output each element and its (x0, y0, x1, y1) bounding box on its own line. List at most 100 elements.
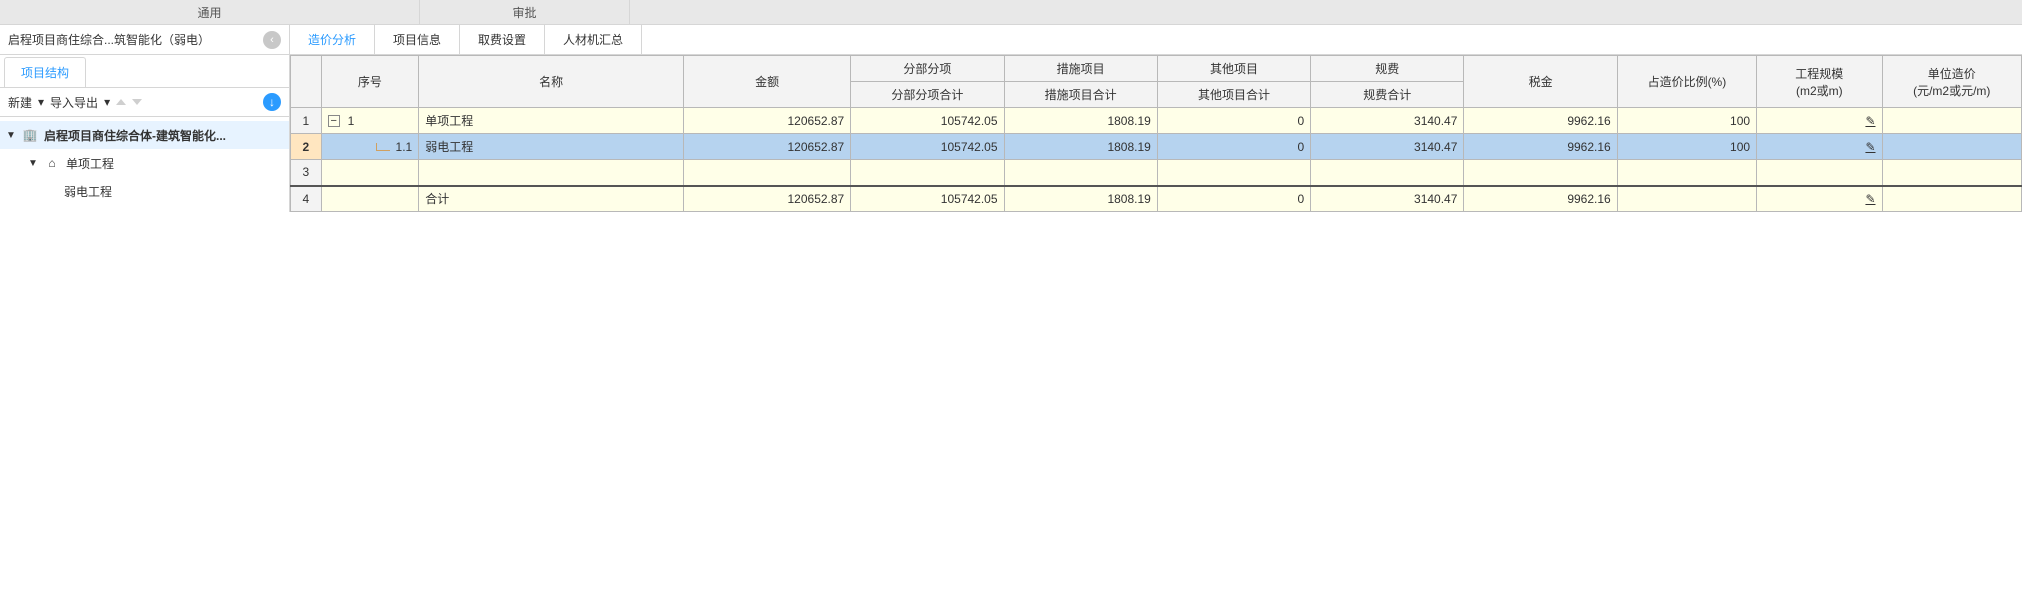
table-row[interactable]: 21.1弱电工程120652.87105742.051808.1903140.4… (291, 134, 2022, 160)
edit-icon[interactable]: ✎ (1865, 140, 1875, 154)
second-row: 启程项目商住综合...筑智能化（弱电） ‹ 造价分析 项目信息 取费设置 人材机… (0, 25, 2022, 55)
table-row[interactable]: 4合计120652.87105742.051808.1903140.479962… (291, 186, 2022, 212)
header-amount: 金额 (684, 56, 851, 108)
cell-other: 0 (1157, 186, 1310, 212)
tree-toggle-icon[interactable]: ▼ (6, 130, 16, 141)
cell-fees: 3140.47 (1311, 186, 1464, 212)
cell-unit (1882, 160, 2022, 186)
header-section-sum: 分部分项合计 (851, 82, 1004, 108)
cell-other: 0 (1157, 108, 1310, 134)
cell-scale (1757, 160, 1882, 186)
cell-serial (321, 160, 419, 186)
header-serial: 序号 (321, 56, 419, 108)
cell-ratio (1617, 160, 1756, 186)
cell-amount (684, 160, 851, 186)
tab-fee-settings[interactable]: 取费设置 (460, 25, 545, 54)
cell-serial: 1.1 (321, 134, 419, 160)
header-tax: 税金 (1464, 56, 1617, 108)
new-button[interactable]: 新建 (8, 94, 32, 111)
cell-measure: 1808.19 (1004, 134, 1157, 160)
header-other-sum: 其他项目合计 (1157, 82, 1310, 108)
tree-label: 启程项目商住综合体-建筑智能化... (44, 127, 226, 144)
header-measure: 措施项目 (1004, 56, 1157, 82)
cell-unit (1882, 108, 2022, 134)
breadcrumb: 启程项目商住综合...筑智能化（弱电） ‹ (0, 25, 290, 54)
dropdown-icon[interactable]: ▾ (104, 95, 110, 109)
header-fees-sum: 规费合计 (1311, 82, 1464, 108)
dropdown-icon[interactable]: ▾ (38, 95, 44, 109)
sidebar-tabs: 项目结构 (0, 55, 289, 87)
tab-price-analysis[interactable]: 造价分析 (290, 25, 375, 54)
cell-ratio (1617, 186, 1756, 212)
project-tree: ▼ 🏢 启程项目商住综合体-建筑智能化... ▼ ⌂ 单项工程 弱电工程 (0, 117, 289, 209)
cell-amount: 120652.87 (684, 108, 851, 134)
cell-tax: 9962.16 (1464, 134, 1617, 160)
edit-icon[interactable]: ✎ (1865, 192, 1875, 206)
cell-unit (1882, 134, 2022, 160)
tab-resource-summary[interactable]: 人材机汇总 (545, 25, 642, 54)
row-number: 2 (291, 134, 322, 160)
cell-scale: ✎ (1757, 186, 1882, 212)
row-number: 1 (291, 108, 322, 134)
row-number: 4 (291, 186, 322, 212)
table-header: 序号 名称 金额 分部分项 措施项目 其他项目 规费 税金 占造价比例(%) 工… (291, 56, 2022, 108)
cell-tax: 9962.16 (1464, 108, 1617, 134)
cell-fees (1311, 160, 1464, 186)
cell-serial (321, 186, 419, 212)
table-row[interactable]: 3 (291, 160, 2022, 186)
header-unit: 单位造价 (元/m2或元/m) (1882, 56, 2022, 108)
table-body: 1−1单项工程120652.87105742.051808.1903140.47… (291, 108, 2022, 212)
sidebar-tab-structure[interactable]: 项目结构 (4, 57, 86, 87)
tree-root[interactable]: ▼ 🏢 启程项目商住综合体-建筑智能化... (0, 121, 289, 149)
header-measure-sum: 措施项目合计 (1004, 82, 1157, 108)
cell-other: 0 (1157, 134, 1310, 160)
sidebar-toolbar: 新建 ▾ 导入导出 ▾ ↓ (0, 87, 289, 117)
cell-scale: ✎ (1757, 108, 1882, 134)
tree-toggle-icon[interactable]: ▼ (28, 158, 38, 169)
cell-name: 单项工程 (419, 108, 684, 134)
home-icon: ⌂ (44, 156, 60, 170)
cell-measure (1004, 160, 1157, 186)
header-section: 分部分项 (851, 56, 1004, 82)
breadcrumb-text: 启程项目商住综合...筑智能化（弱电） (8, 31, 259, 48)
header-scale: 工程规模 (m2或m) (1757, 56, 1882, 108)
header-fees: 规费 (1311, 56, 1464, 82)
cell-unit (1882, 186, 2022, 212)
import-export-button[interactable]: 导入导出 (50, 94, 98, 111)
cell-section: 105742.05 (851, 134, 1004, 160)
cell-section: 105742.05 (851, 186, 1004, 212)
table-row[interactable]: 1−1单项工程120652.87105742.051808.1903140.47… (291, 108, 2022, 134)
cell-name: 弱电工程 (419, 134, 684, 160)
cell-name (419, 160, 684, 186)
download-icon[interactable]: ↓ (263, 93, 281, 111)
ribbon: 通用 审批 (0, 0, 2022, 25)
move-down-icon[interactable] (132, 99, 142, 105)
cell-tax: 9962.16 (1464, 186, 1617, 212)
cell-tax (1464, 160, 1617, 186)
cell-other (1157, 160, 1310, 186)
row-number: 3 (291, 160, 322, 186)
ribbon-tab-approve[interactable]: 审批 (420, 0, 630, 24)
tree-child[interactable]: ▼ ⌂ 单项工程 (0, 149, 289, 177)
cell-scale: ✎ (1757, 134, 1882, 160)
main: 项目结构 新建 ▾ 导入导出 ▾ ↓ ▼ 🏢 启程项目商住综合体-建筑智能化..… (0, 55, 2022, 212)
cell-measure: 1808.19 (1004, 186, 1157, 212)
tree-label: 单项工程 (66, 155, 114, 172)
expand-icon[interactable]: − (328, 115, 340, 127)
tree-label: 弱电工程 (64, 183, 112, 200)
tree-leaf[interactable]: 弱电工程 (0, 177, 289, 205)
data-grid: 序号 名称 金额 分部分项 措施项目 其他项目 规费 税金 占造价比例(%) 工… (290, 55, 2022, 212)
edit-icon[interactable]: ✎ (1865, 114, 1875, 128)
cell-amount: 120652.87 (684, 134, 851, 160)
cell-ratio: 100 (1617, 134, 1756, 160)
tab-project-info[interactable]: 项目信息 (375, 25, 460, 54)
collapse-icon[interactable]: ‹ (263, 31, 281, 49)
cell-ratio: 100 (1617, 108, 1756, 134)
cell-fees: 3140.47 (1311, 134, 1464, 160)
sidebar: 项目结构 新建 ▾ 导入导出 ▾ ↓ ▼ 🏢 启程项目商住综合体-建筑智能化..… (0, 55, 290, 212)
move-up-icon[interactable] (116, 99, 126, 105)
header-rownum (291, 56, 322, 108)
cost-table: 序号 名称 金额 分部分项 措施项目 其他项目 规费 税金 占造价比例(%) 工… (290, 55, 2022, 212)
ribbon-tab-general[interactable]: 通用 (0, 0, 420, 24)
cell-fees: 3140.47 (1311, 108, 1464, 134)
